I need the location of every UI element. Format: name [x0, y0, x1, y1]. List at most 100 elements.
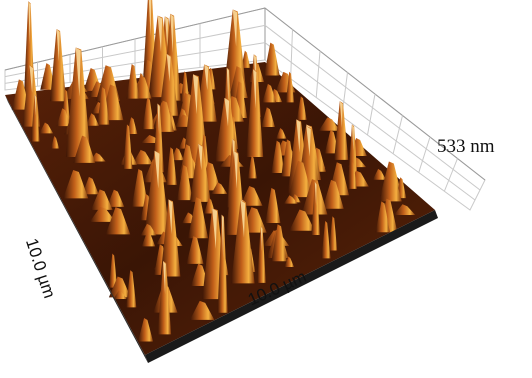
surface-peak: [63, 169, 89, 199]
surface-peak: [271, 140, 285, 174]
surface-peak-highlight: [28, 1, 31, 45]
surface-peak: [334, 101, 349, 160]
surface-peak-highlight: [163, 260, 166, 294]
surface-peak-highlight: [148, 0, 152, 37]
surface-peak: [126, 63, 140, 99]
surface-peak: [211, 182, 228, 194]
surface-peak: [271, 224, 287, 262]
surface-peak: [322, 179, 344, 209]
surface-peak-highlight: [296, 119, 301, 153]
surface-peak: [166, 147, 177, 185]
surface-peak-highlight: [166, 53, 171, 82]
surface-peak-highlight: [34, 93, 37, 116]
surface-peak: [31, 93, 40, 142]
surface-peak: [241, 50, 251, 68]
surface-peak: [257, 225, 266, 283]
surface-peak-highlight: [164, 16, 169, 47]
surface-peak: [126, 270, 137, 308]
surface-peak: [141, 231, 156, 247]
surface-peak: [50, 135, 60, 149]
surface-peak: [372, 168, 387, 180]
surface-peak-highlight: [339, 101, 343, 128]
surface-peak: [126, 117, 138, 134]
surface-peak-highlight: [351, 124, 354, 152]
surface-peak: [89, 206, 116, 222]
surface-peak: [106, 189, 125, 207]
surface-peak-highlight: [224, 97, 230, 127]
surface-peak: [246, 69, 264, 158]
surface-peak: [348, 124, 358, 184]
surface-peak: [288, 160, 313, 198]
surface-peak: [86, 113, 100, 126]
surface-peak-highlight: [56, 29, 60, 62]
surface-peak: [276, 128, 287, 139]
surface-peak-highlight: [154, 150, 160, 189]
surface-peak: [311, 181, 320, 235]
surface-peak: [296, 96, 307, 120]
surface-peak: [123, 124, 133, 169]
surface-peak: [97, 87, 110, 125]
surface-peak: [264, 42, 280, 76]
surface-peak-highlight: [170, 13, 174, 53]
surface-peak: [113, 290, 127, 299]
surface-peak: [262, 83, 277, 103]
surface-peak: [108, 276, 131, 298]
surface-peak: [247, 155, 257, 179]
surface-peak: [375, 201, 390, 233]
surface-peak: [56, 108, 71, 127]
surface-peak: [261, 107, 275, 127]
surface-peak: [176, 164, 193, 201]
surface-peak-highlight: [157, 15, 163, 53]
surface-peak: [109, 253, 118, 288]
surface-peak: [265, 187, 281, 224]
surface-peak: [183, 74, 208, 164]
surface-peak: [158, 53, 179, 116]
surface-peak: [11, 79, 30, 110]
surface-peak-highlight: [212, 208, 218, 250]
surface-peak-highlight: [233, 150, 238, 189]
surface-peak: [186, 236, 204, 264]
surface-peaks: [11, 0, 416, 342]
surface-peak: [284, 256, 295, 268]
surface-peak: [73, 135, 96, 163]
surface-peak: [82, 176, 99, 195]
surface-peak-highlight: [193, 74, 198, 115]
z-axis-label: 533 nm: [437, 136, 495, 157]
surface-peak: [188, 197, 209, 239]
surface-peak-highlight: [240, 200, 246, 238]
surface-peak-highlight: [157, 103, 160, 135]
surface-peak: [379, 168, 402, 202]
surface-peak-highlight: [260, 225, 263, 252]
surface-peak: [157, 260, 172, 335]
surface-peak-highlight: [314, 181, 317, 206]
surface-peak-highlight: [198, 143, 203, 170]
surface-peak-highlight: [29, 65, 34, 93]
surface-peak: [39, 122, 54, 134]
surface-peak: [240, 186, 263, 206]
surface-peak: [231, 200, 255, 284]
surface-peak: [171, 147, 184, 161]
base-edge-left: [5, 95, 148, 363]
surface-peak-highlight: [168, 199, 173, 235]
surface-peak: [142, 97, 155, 130]
surface-peak: [132, 149, 153, 165]
surface-peak: [144, 150, 170, 235]
surface-peak: [65, 47, 91, 157]
surface-peak: [140, 223, 157, 236]
surface-peak: [160, 199, 181, 277]
surface-peak: [50, 29, 67, 102]
surface-peak: [283, 195, 298, 204]
surface-peak: [189, 143, 211, 202]
surface-peak: [138, 318, 154, 342]
surface-peak-highlight: [226, 67, 229, 103]
surface-peak: [289, 209, 315, 231]
surface-peak-highlight: [253, 69, 257, 109]
surface-peak: [393, 204, 416, 215]
surface-peak-highlight: [232, 9, 238, 47]
surface-peak: [329, 216, 338, 251]
surface-peak: [91, 189, 113, 210]
surface-peak-highlight: [204, 64, 209, 91]
surface-peak: [131, 168, 149, 207]
surface-peak: [217, 214, 228, 313]
surface-peak-highlight: [75, 47, 81, 97]
